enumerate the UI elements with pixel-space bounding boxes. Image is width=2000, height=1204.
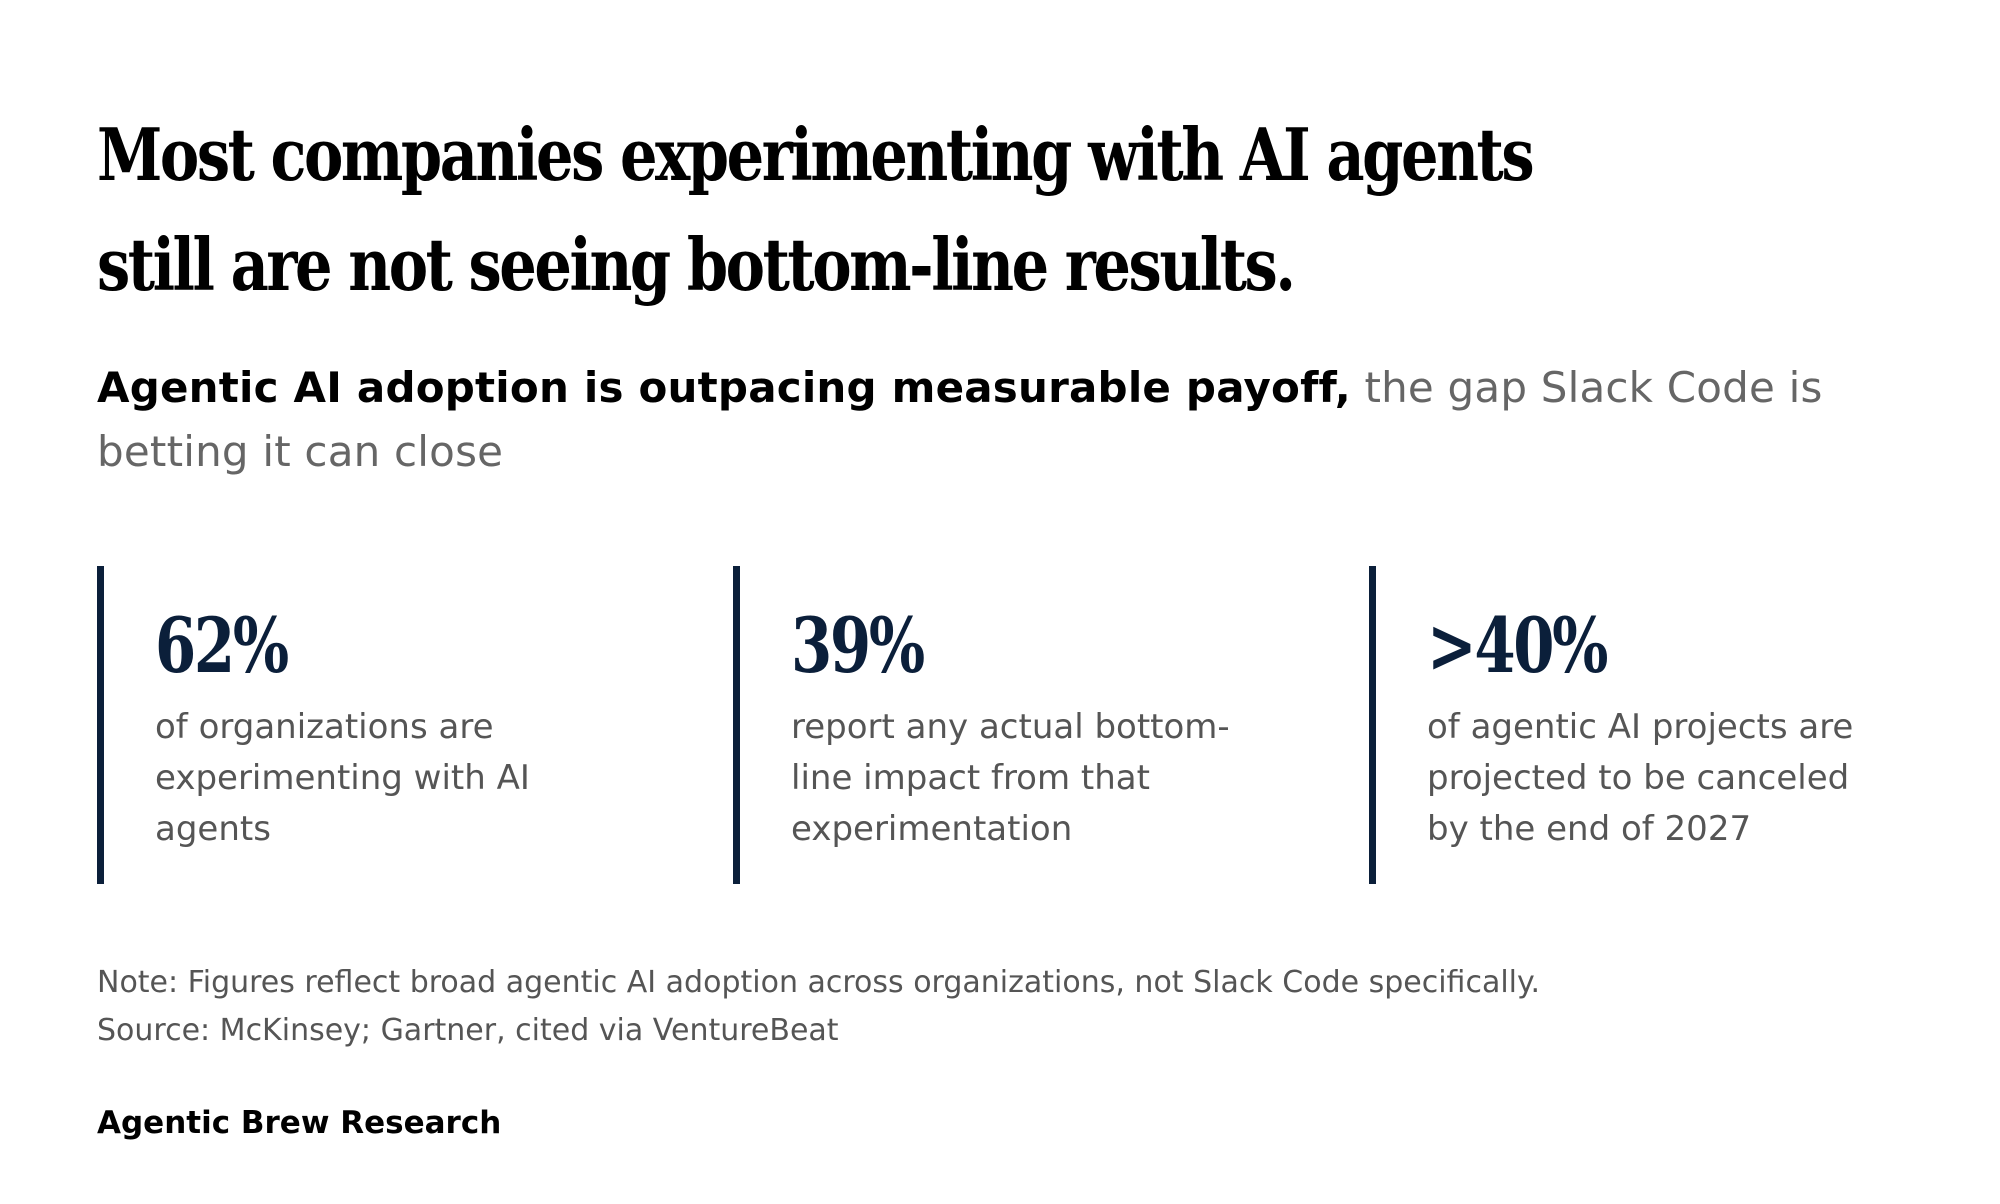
subheadline: Agentic AI adoption is outpacing measura… — [97, 356, 1897, 484]
stats-row: 62% of organizations are experimenting w… — [97, 566, 1903, 884]
stat-description: of agentic AI projects are projected to … — [1427, 707, 1854, 849]
subheadline-rest: the gap Slack Code is betting it can clo… — [97, 363, 1823, 476]
stat-card: 62% of organizations are experimenting w… — [97, 566, 657, 884]
headline: Most companies experimenting with AI age… — [97, 112, 1535, 307]
footnote: Note: Figures reflect broad agentic AI a… — [97, 965, 1541, 1000]
source-line: Source: McKinsey; Gartner, cited via Ven… — [97, 1013, 839, 1048]
stat-value: 62% — [155, 601, 289, 690]
stat-value: >40% — [1427, 601, 1608, 690]
stat-description: report any actual bottom-line impact fro… — [791, 707, 1230, 849]
stat-card: 39% report any actual bottom-line impact… — [733, 566, 1293, 884]
stat-card: >40% of agentic AI projects are projecte… — [1369, 566, 1929, 884]
stat-value: 39% — [791, 601, 925, 690]
brand-name: Agentic Brew Research — [97, 1105, 502, 1141]
subheadline-lead: Agentic AI adoption is outpacing measura… — [97, 363, 1351, 412]
stat-description: of organizations are experimenting with … — [155, 707, 530, 849]
